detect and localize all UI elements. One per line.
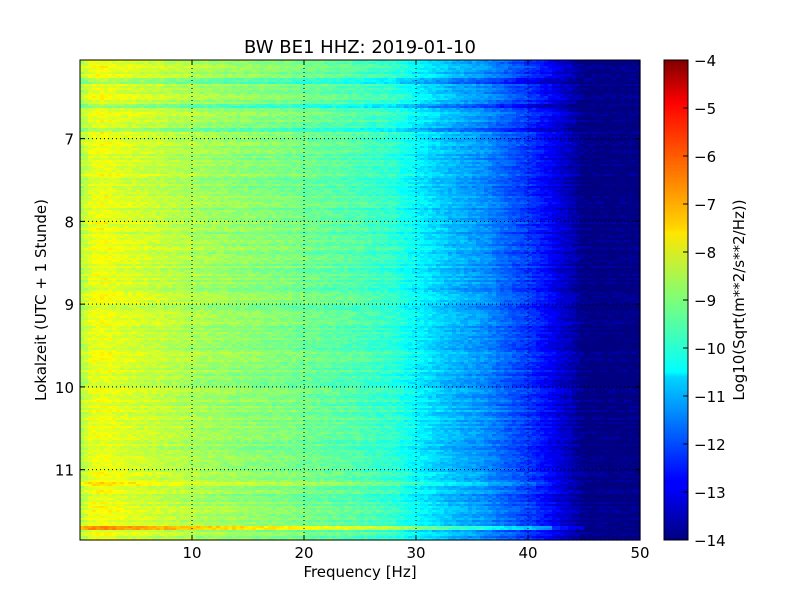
chart-title: BW BE1 HHZ: 2019-01-10	[244, 37, 476, 58]
plot-area	[80, 60, 641, 541]
